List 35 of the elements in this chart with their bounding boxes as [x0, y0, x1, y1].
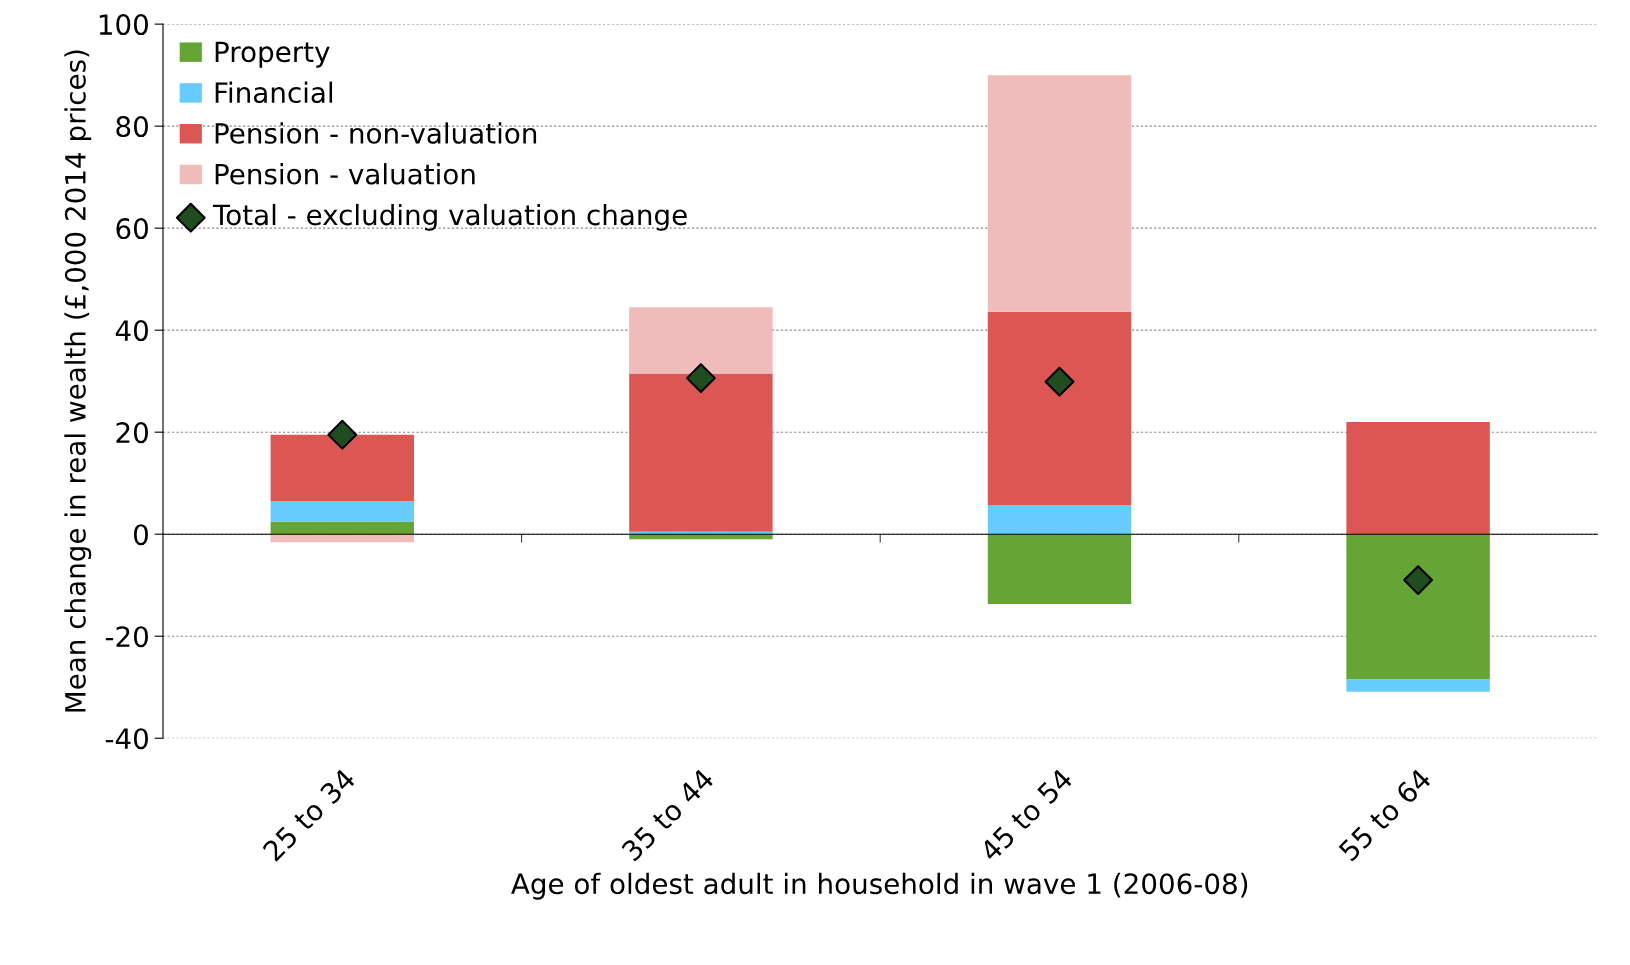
- bar: [270, 434, 415, 502]
- bar: [1346, 421, 1490, 535]
- legend-label: Pension - valuation: [215, 163, 475, 185]
- x-tick-label: 55 to 64: [1337, 767, 1433, 862]
- bar: [1346, 679, 1490, 692]
- bar: [629, 307, 773, 374]
- y-axis-title: Mean change in real wealth (£,000 2014 prices): [64, 50, 92, 712]
- y-tick-label: 100: [99, 14, 148, 36]
- x-axis-title: Age of oldest adult in household in wave 1 (2006-08): [511, 872, 1248, 900]
- bar: [1346, 534, 1490, 680]
- bar: [629, 373, 773, 532]
- y-tick-label: 0: [133, 524, 148, 546]
- bar: [987, 534, 1132, 605]
- point: [1403, 565, 1434, 596]
- point: [327, 419, 358, 450]
- y-tick-label: 60: [116, 218, 148, 240]
- bar: [987, 311, 1132, 506]
- y-tick-label: 80: [116, 116, 148, 138]
- x-tick-label: 35 to 44: [620, 767, 715, 862]
- x-tick-label: 45 to 54: [978, 767, 1074, 863]
- bar: [270, 521, 415, 535]
- point: [685, 363, 716, 394]
- legend-label: Financial: [215, 81, 333, 104]
- bar: [987, 505, 1132, 535]
- y-tick-label: 20: [116, 422, 148, 444]
- legend-label: Pension - non-valuation: [215, 122, 537, 144]
- y-tick-label: 40: [115, 320, 148, 342]
- legend-label: Total - excluding valuation change: [212, 203, 687, 231]
- y-tick-label: -20: [105, 626, 148, 648]
- bar: [270, 501, 415, 522]
- point: [1044, 366, 1075, 397]
- y-tick-label: -40: [105, 728, 148, 750]
- bar: [987, 75, 1132, 312]
- legend-label: Property: [215, 41, 330, 68]
- x-tick-label: 25 to 34: [261, 767, 357, 862]
